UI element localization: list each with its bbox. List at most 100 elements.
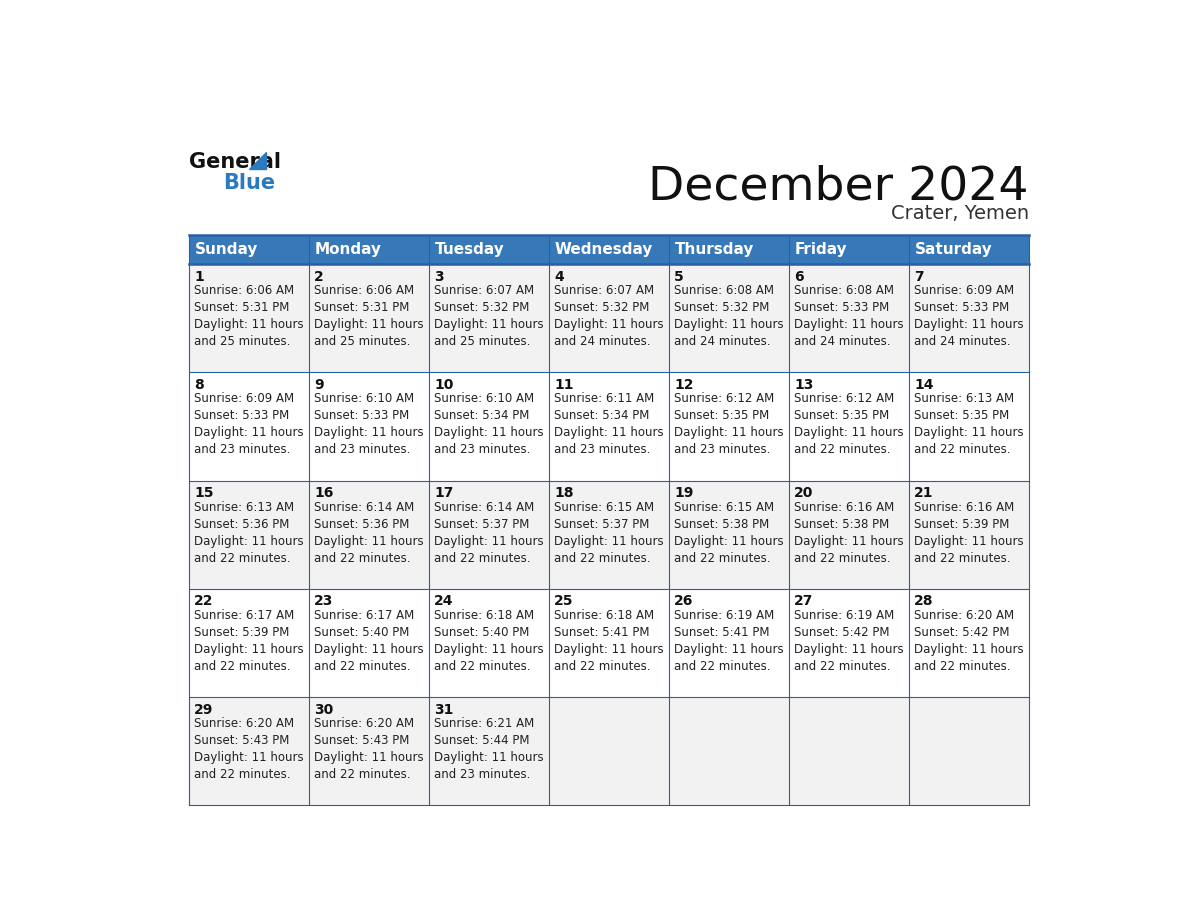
Text: Sunrise: 6:08 AM
Sunset: 5:32 PM
Daylight: 11 hours
and 24 minutes.: Sunrise: 6:08 AM Sunset: 5:32 PM Dayligh… — [675, 285, 784, 348]
Text: 14: 14 — [915, 378, 934, 392]
Text: 16: 16 — [315, 486, 334, 500]
Bar — [909, 589, 1029, 697]
Text: Sunrise: 6:18 AM
Sunset: 5:40 PM
Daylight: 11 hours
and 22 minutes.: Sunrise: 6:18 AM Sunset: 5:40 PM Dayligh… — [435, 609, 544, 673]
Text: Sunrise: 6:20 AM
Sunset: 5:43 PM
Daylight: 11 hours
and 22 minutes.: Sunrise: 6:20 AM Sunset: 5:43 PM Dayligh… — [315, 717, 424, 781]
Bar — [789, 589, 909, 697]
Text: 27: 27 — [795, 594, 814, 609]
Bar — [909, 235, 1029, 264]
Bar — [549, 373, 669, 481]
Text: 24: 24 — [435, 594, 454, 609]
Polygon shape — [249, 151, 266, 169]
Text: Sunrise: 6:12 AM
Sunset: 5:35 PM
Daylight: 11 hours
and 22 minutes.: Sunrise: 6:12 AM Sunset: 5:35 PM Dayligh… — [795, 392, 904, 456]
Text: Sunrise: 6:07 AM
Sunset: 5:32 PM
Daylight: 11 hours
and 24 minutes.: Sunrise: 6:07 AM Sunset: 5:32 PM Dayligh… — [555, 285, 664, 348]
Text: Sunrise: 6:17 AM
Sunset: 5:39 PM
Daylight: 11 hours
and 22 minutes.: Sunrise: 6:17 AM Sunset: 5:39 PM Dayligh… — [194, 609, 304, 673]
Text: 1: 1 — [194, 270, 204, 284]
Text: Sunrise: 6:06 AM
Sunset: 5:31 PM
Daylight: 11 hours
and 25 minutes.: Sunrise: 6:06 AM Sunset: 5:31 PM Dayligh… — [315, 285, 424, 348]
Text: 17: 17 — [435, 486, 454, 500]
Text: Crater, Yemen: Crater, Yemen — [891, 204, 1029, 223]
Text: 5: 5 — [675, 270, 684, 284]
Text: Sunrise: 6:21 AM
Sunset: 5:44 PM
Daylight: 11 hours
and 23 minutes.: Sunrise: 6:21 AM Sunset: 5:44 PM Dayligh… — [435, 717, 544, 781]
Text: 10: 10 — [435, 378, 454, 392]
Text: Sunrise: 6:07 AM
Sunset: 5:32 PM
Daylight: 11 hours
and 25 minutes.: Sunrise: 6:07 AM Sunset: 5:32 PM Dayligh… — [435, 285, 544, 348]
Text: Sunrise: 6:10 AM
Sunset: 5:33 PM
Daylight: 11 hours
and 23 minutes.: Sunrise: 6:10 AM Sunset: 5:33 PM Dayligh… — [315, 392, 424, 456]
Text: 26: 26 — [675, 594, 694, 609]
Text: 3: 3 — [435, 270, 444, 284]
Bar — [549, 264, 669, 373]
Text: 15: 15 — [194, 486, 214, 500]
Text: Sunrise: 6:15 AM
Sunset: 5:37 PM
Daylight: 11 hours
and 22 minutes.: Sunrise: 6:15 AM Sunset: 5:37 PM Dayligh… — [555, 500, 664, 565]
Text: 13: 13 — [795, 378, 814, 392]
Text: 2: 2 — [315, 270, 324, 284]
Text: Sunrise: 6:09 AM
Sunset: 5:33 PM
Daylight: 11 hours
and 24 minutes.: Sunrise: 6:09 AM Sunset: 5:33 PM Dayligh… — [915, 285, 1024, 348]
Text: December 2024: December 2024 — [649, 164, 1029, 209]
Bar — [309, 264, 429, 373]
Text: 9: 9 — [315, 378, 324, 392]
Bar — [309, 481, 429, 589]
Text: General: General — [189, 151, 280, 172]
Text: Sunrise: 6:12 AM
Sunset: 5:35 PM
Daylight: 11 hours
and 23 minutes.: Sunrise: 6:12 AM Sunset: 5:35 PM Dayligh… — [675, 392, 784, 456]
Bar — [189, 373, 309, 481]
Bar — [189, 589, 309, 697]
Text: Sunrise: 6:16 AM
Sunset: 5:38 PM
Daylight: 11 hours
and 22 minutes.: Sunrise: 6:16 AM Sunset: 5:38 PM Dayligh… — [795, 500, 904, 565]
Bar — [789, 264, 909, 373]
Text: Wednesday: Wednesday — [555, 242, 653, 257]
Bar — [909, 264, 1029, 373]
Text: Sunrise: 6:06 AM
Sunset: 5:31 PM
Daylight: 11 hours
and 25 minutes.: Sunrise: 6:06 AM Sunset: 5:31 PM Dayligh… — [194, 285, 304, 348]
Bar — [549, 481, 669, 589]
Bar — [189, 481, 309, 589]
Text: Sunrise: 6:19 AM
Sunset: 5:42 PM
Daylight: 11 hours
and 22 minutes.: Sunrise: 6:19 AM Sunset: 5:42 PM Dayligh… — [795, 609, 904, 673]
Bar — [429, 264, 549, 373]
Bar — [189, 235, 309, 264]
Text: Sunrise: 6:16 AM
Sunset: 5:39 PM
Daylight: 11 hours
and 22 minutes.: Sunrise: 6:16 AM Sunset: 5:39 PM Dayligh… — [915, 500, 1024, 565]
Bar — [669, 697, 789, 805]
Text: 20: 20 — [795, 486, 814, 500]
Bar — [909, 373, 1029, 481]
Text: 19: 19 — [675, 486, 694, 500]
Bar — [309, 373, 429, 481]
Text: 18: 18 — [555, 486, 574, 500]
Text: Sunrise: 6:19 AM
Sunset: 5:41 PM
Daylight: 11 hours
and 22 minutes.: Sunrise: 6:19 AM Sunset: 5:41 PM Dayligh… — [675, 609, 784, 673]
Text: 30: 30 — [315, 702, 334, 717]
Text: Blue: Blue — [223, 174, 276, 194]
Text: Sunrise: 6:13 AM
Sunset: 5:36 PM
Daylight: 11 hours
and 22 minutes.: Sunrise: 6:13 AM Sunset: 5:36 PM Dayligh… — [194, 500, 304, 565]
Bar — [549, 697, 669, 805]
Bar — [789, 481, 909, 589]
Text: Sunrise: 6:09 AM
Sunset: 5:33 PM
Daylight: 11 hours
and 23 minutes.: Sunrise: 6:09 AM Sunset: 5:33 PM Dayligh… — [194, 392, 304, 456]
Bar — [429, 235, 549, 264]
Text: Sunrise: 6:20 AM
Sunset: 5:43 PM
Daylight: 11 hours
and 22 minutes.: Sunrise: 6:20 AM Sunset: 5:43 PM Dayligh… — [194, 717, 304, 781]
Text: Friday: Friday — [795, 242, 848, 257]
Text: Thursday: Thursday — [675, 242, 754, 257]
Text: 23: 23 — [315, 594, 334, 609]
Text: 28: 28 — [915, 594, 934, 609]
Text: 12: 12 — [675, 378, 694, 392]
Text: Sunrise: 6:17 AM
Sunset: 5:40 PM
Daylight: 11 hours
and 22 minutes.: Sunrise: 6:17 AM Sunset: 5:40 PM Dayligh… — [315, 609, 424, 673]
Text: Sunrise: 6:14 AM
Sunset: 5:37 PM
Daylight: 11 hours
and 22 minutes.: Sunrise: 6:14 AM Sunset: 5:37 PM Dayligh… — [435, 500, 544, 565]
Bar — [429, 481, 549, 589]
Text: Sunday: Sunday — [195, 242, 258, 257]
Text: Saturday: Saturday — [915, 242, 993, 257]
Bar — [909, 481, 1029, 589]
Bar — [669, 235, 789, 264]
Text: 31: 31 — [435, 702, 454, 717]
Bar — [669, 589, 789, 697]
Text: Sunrise: 6:11 AM
Sunset: 5:34 PM
Daylight: 11 hours
and 23 minutes.: Sunrise: 6:11 AM Sunset: 5:34 PM Dayligh… — [555, 392, 664, 456]
Text: 11: 11 — [555, 378, 574, 392]
Bar — [429, 373, 549, 481]
Text: Sunrise: 6:20 AM
Sunset: 5:42 PM
Daylight: 11 hours
and 22 minutes.: Sunrise: 6:20 AM Sunset: 5:42 PM Dayligh… — [915, 609, 1024, 673]
Bar — [669, 264, 789, 373]
Bar — [669, 481, 789, 589]
Text: Tuesday: Tuesday — [435, 242, 505, 257]
Bar — [549, 235, 669, 264]
Bar — [309, 589, 429, 697]
Bar — [189, 697, 309, 805]
Bar — [909, 697, 1029, 805]
Text: 8: 8 — [194, 378, 204, 392]
Text: 6: 6 — [795, 270, 804, 284]
Bar — [429, 589, 549, 697]
Bar — [789, 697, 909, 805]
Bar — [669, 373, 789, 481]
Bar — [189, 264, 309, 373]
Text: 25: 25 — [555, 594, 574, 609]
Bar — [789, 235, 909, 264]
Text: 4: 4 — [555, 270, 564, 284]
